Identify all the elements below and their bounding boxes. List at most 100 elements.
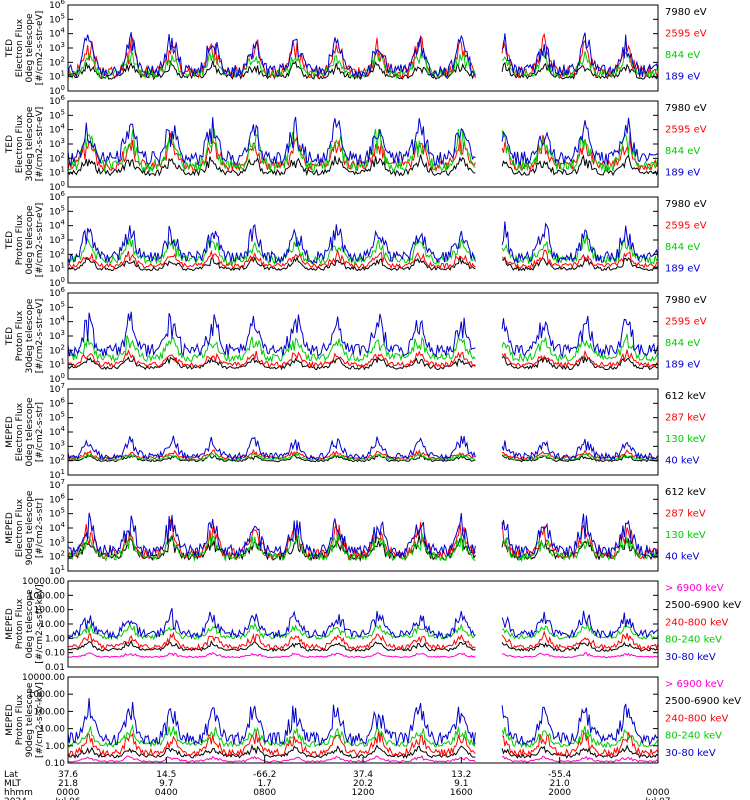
- time-axis: LatMLThhmm202437.621.80000Jul 0614.59.70…: [4, 757, 671, 800]
- y-tick-label: 104: [49, 27, 65, 40]
- x-tick-label: 21.8: [58, 779, 78, 789]
- y-axis-label-line: 0deg telescope: [25, 589, 35, 659]
- y-axis-label-line: Electron Flux: [15, 18, 25, 77]
- x-tick-label: Jul 06: [54, 797, 80, 800]
- series-trace-4-1: [67, 355, 659, 371]
- panel-frame: [67, 676, 659, 764]
- series-trace-6-2: [67, 518, 659, 561]
- y-tick-label: 101: [49, 166, 65, 179]
- y-tick-label: 103: [49, 41, 65, 54]
- legend-entry: 287 keV: [665, 413, 706, 424]
- y-axis-label-line: [#/cm2-s-str-eV]: [35, 203, 45, 278]
- y-tick-label: 104: [49, 123, 65, 136]
- series-trace-8-2: [67, 743, 659, 759]
- legend-entry: 2595 eV: [665, 221, 707, 232]
- x-tick-label: 1.7: [258, 779, 272, 789]
- x-tick-label: 0400: [155, 788, 178, 798]
- y-tick-label: 105: [49, 300, 65, 313]
- y-tick-label: 103: [49, 137, 65, 150]
- panel-frame: [67, 4, 659, 92]
- y-tick-label: 104: [49, 219, 65, 232]
- legend-entry: 189 eV: [665, 264, 700, 275]
- legend-entry: > 6900 keV: [665, 583, 724, 594]
- y-tick-label: 105: [49, 411, 65, 424]
- y-axis-label-line: 0deg telescope: [25, 397, 35, 467]
- y-tick-label: 101: [49, 564, 65, 577]
- legend-entry: 30-80 keV: [665, 748, 716, 759]
- x-tick-label: Jul 07: [644, 797, 670, 800]
- series-trace-8-1: [67, 755, 659, 763]
- series-trace-8-3: [67, 731, 659, 758]
- y-tick-label: 10000.00: [22, 577, 65, 587]
- y-tick-label: 101: [49, 70, 65, 83]
- x-tick-label: 14.5: [156, 770, 176, 780]
- y-axis-label-line: TED: [5, 327, 15, 346]
- x-tick-label: 37.6: [58, 770, 78, 780]
- legend-entry: 2595 eV: [665, 317, 707, 328]
- legend-entry: 612 keV: [665, 391, 706, 402]
- y-tick-label: 104: [49, 521, 65, 534]
- panel-frame: [67, 388, 659, 476]
- legend-entry: 40 keV: [665, 456, 699, 467]
- series-trace-1-4: [67, 32, 659, 80]
- y-tick-label: 102: [49, 343, 65, 356]
- flux-panel-7: 0.01 0.10 1.00 10.00 100.00 1000.00 10000.00 ME…: [5, 577, 741, 673]
- legend-entry: 189 eV: [665, 168, 700, 179]
- x-tick-label: 1600: [450, 788, 473, 798]
- panel-frame: [67, 580, 659, 668]
- legend-entry: 844 eV: [665, 242, 700, 253]
- series-trace-4-4: [67, 311, 659, 358]
- y-axis-label-line: Proton Flux: [15, 694, 25, 745]
- x-row-label: MLT: [4, 779, 22, 789]
- series-trace-6-4: [67, 512, 659, 559]
- y-axis-label-line: TED: [5, 135, 15, 154]
- y-axis-label-line: 0deg telescope: [25, 205, 35, 275]
- y-tick-label: 0.10: [45, 649, 65, 659]
- legend-entry: 80-240 keV: [665, 635, 722, 646]
- y-tick-label: 103: [49, 233, 65, 246]
- y-axis-label-line: 30deg telescope: [25, 106, 35, 181]
- y-axis-label-line: Proton Flux: [15, 598, 25, 649]
- y-axis-label-line: MEPED: [5, 704, 15, 736]
- x-tick-label: -66.2: [253, 770, 276, 780]
- y-tick-label: 10.00: [39, 620, 65, 630]
- x-row-label: 2024: [4, 797, 27, 800]
- y-axis-label-line: Proton Flux: [15, 214, 25, 265]
- y-axis-label-line: [#/cm2-s-sr-keV]: [35, 682, 45, 758]
- y-axis-label-line: MEPED: [5, 416, 15, 448]
- legend-entry: 287 keV: [665, 509, 706, 520]
- y-tick-label: 1.00: [45, 742, 65, 752]
- y-axis-label-line: Electron Flux: [15, 402, 25, 461]
- series-trace-4-2: [67, 349, 659, 369]
- legend-entry: 844 eV: [665, 50, 700, 61]
- legend-entry: 2595 eV: [665, 29, 707, 40]
- x-tick-label: 9.1: [454, 779, 468, 789]
- y-tick-label: 1000.00: [28, 591, 65, 601]
- series-trace-5-4: [67, 435, 659, 462]
- y-axis-label-line: [#/cm2-s-str]: [35, 498, 45, 558]
- series-trace-2-1: [67, 154, 659, 177]
- legend-entry: 612 keV: [665, 487, 706, 498]
- y-tick-label: 102: [49, 454, 65, 467]
- y-axis-label-line: [#/cm2-s-str]: [35, 402, 45, 462]
- legend-entry: 80-240 keV: [665, 731, 722, 742]
- legend-entry: 7980 eV: [665, 7, 707, 18]
- legend-entry: 844 eV: [665, 146, 700, 157]
- x-tick-label: 1200: [352, 788, 375, 798]
- y-tick-label: 104: [49, 315, 65, 328]
- legend-entry: 30-80 keV: [665, 652, 716, 663]
- y-tick-label: 10000.00: [22, 673, 65, 683]
- y-tick-label: 106: [49, 0, 65, 11]
- y-tick-label: 105: [49, 12, 65, 25]
- legend-entry: 189 eV: [665, 360, 700, 371]
- y-axis-label-line: MEPED: [5, 608, 15, 640]
- y-tick-label: 105: [49, 204, 65, 217]
- legend-entry: 7980 eV: [665, 103, 707, 114]
- series-trace-2-4: [67, 116, 659, 167]
- y-axis-label-line: 30deg telescope: [25, 298, 35, 373]
